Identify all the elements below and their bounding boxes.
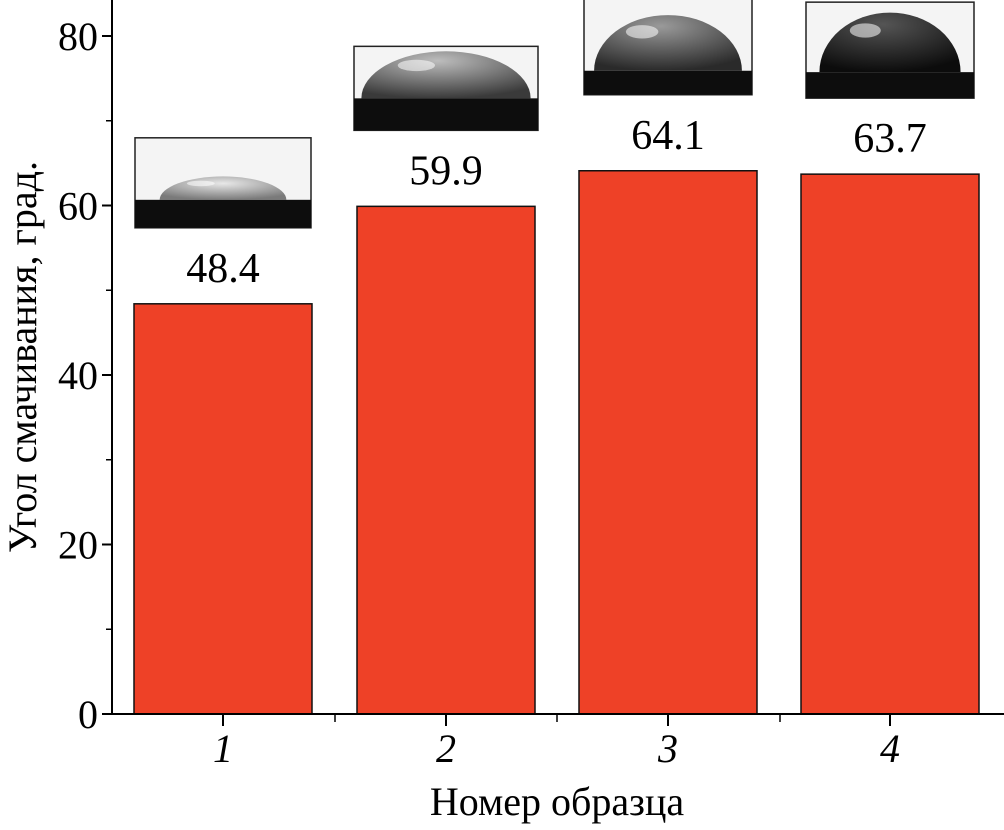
bar-3 <box>578 170 758 715</box>
droplet-photo-2 <box>353 45 539 132</box>
droplet-photo-3 <box>583 0 753 96</box>
ticks-layer: 0 20 40 60 80 1 2 3 4 <box>58 14 900 771</box>
x-tick-label-2: 2 <box>436 726 456 771</box>
droplet-photo-4 <box>805 1 975 99</box>
y-axis-title: Угол смачивания, град. <box>0 161 45 553</box>
x-tick-label-1: 1 <box>213 726 233 771</box>
y-tick-label: 20 <box>58 523 98 568</box>
y-tick-label: 60 <box>58 184 98 229</box>
droplet-photo-1 <box>134 137 312 229</box>
x-axis-title: Номер образца <box>430 779 685 824</box>
x-tick-label-3: 3 <box>657 726 678 771</box>
x-tick-label-4: 4 <box>880 726 900 771</box>
value-label-3: 64.1 <box>631 113 705 159</box>
value-labels-layer: 48.4 59.9 64.1 63.7 <box>186 113 927 292</box>
bars-layer <box>133 170 980 715</box>
y-tick-label: 40 <box>58 353 98 398</box>
y-tick-label: 80 <box>58 14 98 59</box>
y-tick-label: 0 <box>78 692 98 737</box>
value-label-2: 59.9 <box>409 148 483 194</box>
value-label-1: 48.4 <box>186 246 260 292</box>
bar-2 <box>356 205 536 715</box>
insets-layer <box>134 0 975 229</box>
bar-4 <box>800 173 980 715</box>
bar-1 <box>133 303 313 715</box>
value-label-4: 63.7 <box>853 116 927 162</box>
